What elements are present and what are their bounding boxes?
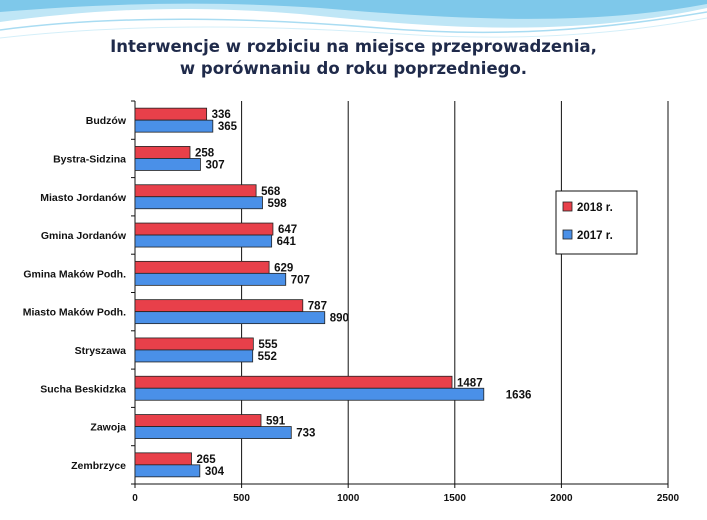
bar-2018-3: [134, 222, 274, 236]
bar-2018-9: [134, 452, 192, 466]
x-tick-label-500: 500: [233, 493, 250, 504]
category-label-2: Miasto Jordanów: [40, 192, 127, 204]
x-tick-label-0: 0: [132, 493, 138, 504]
category-label-7: Sucha Beskidzka: [40, 383, 126, 395]
value-label-2017-6: 552: [258, 351, 277, 363]
value-label-2018-5: 787: [308, 301, 327, 313]
bar-2018-2: [134, 184, 257, 198]
bar-2017-2: [134, 196, 263, 210]
value-label-2017-3: 641: [277, 236, 297, 248]
value-label-2018-9: 265: [196, 454, 216, 466]
bar-2018-0: [134, 107, 208, 121]
chart-title: Interwencje w rozbiciu na miejsce przepr…: [0, 36, 707, 80]
value-label-2017-1: 307: [205, 159, 224, 171]
header-wave-decoration: [0, 0, 707, 39]
legend-box: [555, 190, 638, 255]
bar-2017-1: [134, 158, 201, 171]
legend-label-0: 2018 r.: [577, 202, 613, 214]
value-label-2017-4: 707: [291, 274, 310, 286]
category-label-6: Stryszawa: [75, 345, 127, 357]
value-label-2017-0: 365: [218, 121, 238, 133]
bar-2018-1: [134, 146, 191, 159]
value-label-2018-3: 647: [278, 224, 297, 236]
bar-2017-8: [134, 426, 292, 439]
bar-2018-7: [134, 375, 453, 389]
legend-label-1: 2017 r.: [577, 230, 613, 242]
bar-2017-0: [134, 119, 214, 133]
bar-2017-3: [134, 234, 273, 248]
value-label-2018-7: 1487: [457, 377, 483, 389]
legend-swatch-0: [562, 201, 573, 212]
bar-2018-4: [134, 260, 270, 274]
chart-title-line2: w porównaniu do roku poprzedniego.: [179, 59, 528, 78]
value-label-2017-7: 1636: [506, 389, 532, 401]
bar-2017-6: [134, 349, 254, 363]
category-label-9: Zembrzyce: [71, 460, 126, 472]
value-label-2018-0: 336: [212, 109, 231, 121]
legend-swatch-1: [562, 229, 573, 240]
value-label-2017-5: 890: [330, 313, 349, 325]
bar-2017-4: [134, 272, 287, 286]
value-label-2017-2: 598: [267, 198, 287, 210]
category-label-0: Budzów: [86, 115, 127, 127]
x-tick-label-1500: 1500: [444, 493, 467, 504]
value-label-2018-1: 258: [195, 147, 215, 159]
value-label-2017-8: 733: [296, 428, 315, 440]
bar-2017-5: [134, 311, 326, 325]
bar-2018-6: [134, 337, 254, 351]
x-tick-label-2500: 2500: [657, 493, 680, 504]
x-tick-label-2000: 2000: [550, 493, 573, 504]
category-label-8: Zawoja: [90, 422, 126, 434]
value-label-2018-2: 568: [261, 186, 281, 198]
value-label-2018-8: 591: [266, 416, 286, 428]
bar-2018-8: [134, 414, 262, 427]
category-label-3: Gmina Jordanów: [41, 230, 127, 242]
bar-2018-5: [134, 299, 304, 313]
bar-2017-9: [134, 464, 201, 478]
chart-title-line1: Interwencje w rozbiciu na miejsce przepr…: [110, 37, 597, 56]
value-label-2018-4: 629: [274, 262, 293, 274]
bar-2017-7: [134, 387, 485, 401]
value-label-2018-6: 555: [258, 339, 278, 351]
x-tick-label-1000: 1000: [337, 493, 360, 504]
category-label-1: Bystra-Sidzina: [53, 153, 126, 165]
value-label-2017-9: 304: [205, 466, 225, 478]
category-label-4: Gmina Maków Podh.: [23, 268, 126, 280]
category-label-5: Miasto Maków Podh.: [23, 307, 126, 319]
